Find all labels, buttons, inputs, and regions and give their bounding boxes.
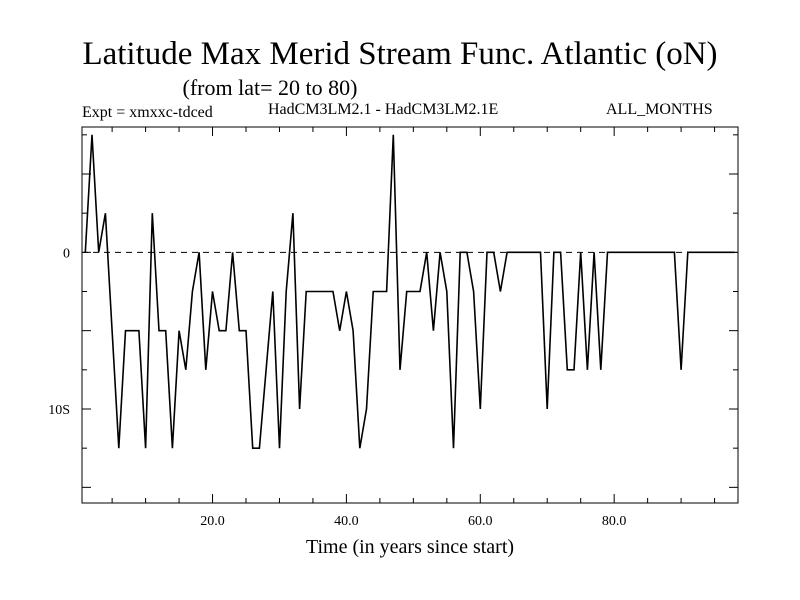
series-line xyxy=(84,134,735,450)
plot-frame xyxy=(81,126,739,504)
x-tick-label: 40.0 xyxy=(334,514,359,529)
y-tick-label: 10S xyxy=(48,403,70,418)
y-tick-label: 0 xyxy=(63,246,70,261)
x-axis-label: Time (in years since start) xyxy=(305,536,515,558)
model-annotation: HadCM3LM2.1 - HadCM3LM2.1E xyxy=(268,101,499,118)
months-annotation: ALL_MONTHS xyxy=(606,101,713,118)
chart-title: Latitude Max Merid Stream Func. Atlantic… xyxy=(82,36,718,72)
experiment-annotation: Expt = xmxxc-tdced xyxy=(82,104,213,121)
x-tick-label: 80.0 xyxy=(602,514,627,529)
x-tick-label: 20.0 xyxy=(200,514,225,529)
x-tick-label: 60.0 xyxy=(468,514,493,529)
chart-subtitle: (from lat= 20 to 80) xyxy=(182,75,358,100)
